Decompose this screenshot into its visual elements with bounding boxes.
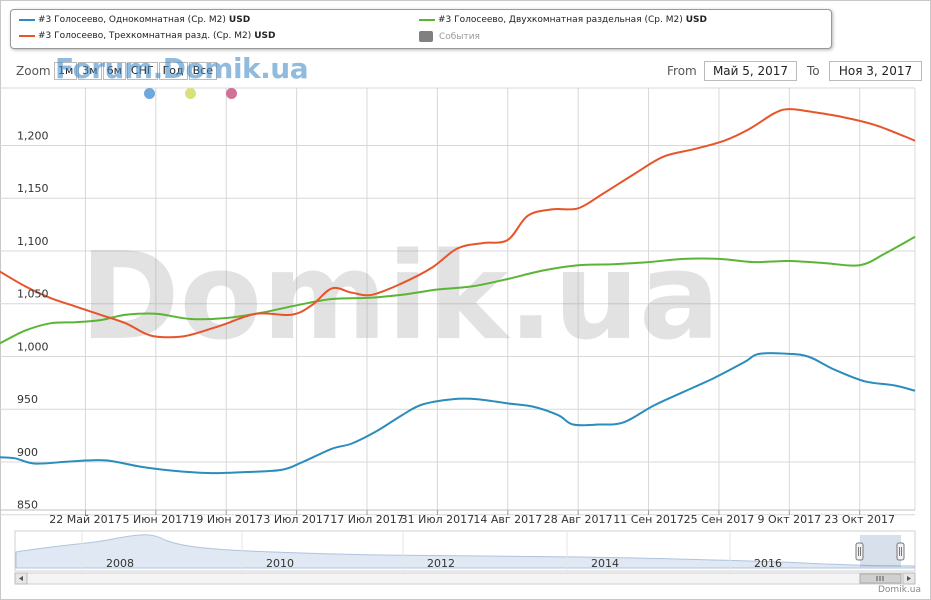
navigator-year-label: 2016 xyxy=(754,557,782,570)
event-marker-pink[interactable] xyxy=(226,88,237,99)
zoom-1m-button[interactable]: 1м xyxy=(54,62,78,80)
series-line-three-room[interactable] xyxy=(0,108,916,339)
y-tick-label: 1,150 xyxy=(17,182,49,195)
x-tick-label: 5 Июн 2017 xyxy=(123,513,190,526)
range-to-input[interactable]: Ноя 3, 2017 xyxy=(829,61,922,81)
navigator-year-label: 2008 xyxy=(106,557,134,570)
x-tick-label: 28 Авг 2017 xyxy=(544,513,613,526)
x-tick-label: 23 Окт 2017 xyxy=(824,513,895,526)
navigator-selection[interactable] xyxy=(860,535,901,567)
y-tick-label: 950 xyxy=(17,393,38,406)
scrollbar-track xyxy=(14,572,916,585)
legend-unit: USD xyxy=(685,15,707,25)
y-tick-label: 1,200 xyxy=(17,129,49,142)
zoom-6m-button[interactable]: 6м xyxy=(102,62,126,80)
x-tick-label: 9 Окт 2017 xyxy=(757,513,821,526)
x-tick-label: 3 Июл 2017 xyxy=(263,513,330,526)
series-line-two-room[interactable] xyxy=(0,235,916,345)
x-axis-labels: 22 Май 2017 5 Июн 2017 19 Июн 2017 3 Июл 20… xyxy=(49,513,895,526)
x-tick-label: 14 Авг 2017 xyxy=(473,513,542,526)
x-tick-label: 17 Июл 2017 xyxy=(330,513,404,526)
zoom-year-button[interactable]: Год xyxy=(158,62,188,80)
x-tick-label: 31 Июл 2017 xyxy=(401,513,475,526)
zoom-ytd-button[interactable]: СНГ xyxy=(126,62,158,80)
legend-item-one-room[interactable]: #3 Голосеево, Однокомнатная (Ср. М2) USD xyxy=(19,15,250,25)
legend-label: #3 Голосеево, Однокомнатная (Ср. М2) xyxy=(38,15,226,25)
range-to-label: To xyxy=(807,64,820,78)
chart-legend: #3 Голосеево, Однокомнатная (Ср. М2) USD… xyxy=(10,9,832,49)
zoom-buttons: 1м 3м 6м СНГ Год Все xyxy=(54,62,218,80)
range-from-label: From xyxy=(667,64,697,78)
zoom-all-button[interactable]: Все xyxy=(188,62,217,80)
y-tick-label: 1,100 xyxy=(17,235,49,248)
legend-item-three-room[interactable]: #3 Голосеево, Трехкомнатная разд. (Ср. М… xyxy=(19,31,276,41)
legend-item-two-room[interactable]: #3 Голосеево, Двухкомнатная раздельная (… xyxy=(419,15,707,25)
y-tick-label: 900 xyxy=(17,446,38,459)
arrow-right-icon xyxy=(907,576,911,581)
zoom-label: Zoom xyxy=(16,64,51,78)
legend-swatch-icon xyxy=(19,35,35,37)
navigator-series-area xyxy=(15,534,915,569)
y-tick-label: 1,000 xyxy=(17,340,49,353)
legend-swatch-icon xyxy=(19,19,35,21)
legend-label: События xyxy=(439,31,480,42)
navigator[interactable]: 2008 2010 2012 2014 2016 xyxy=(14,530,916,572)
legend-label: #3 Голосеево, Трехкомнатная разд. (Ср. М… xyxy=(38,31,252,41)
series-line-one-room[interactable] xyxy=(0,352,916,475)
x-tick-label: 19 Июн 2017 xyxy=(189,513,263,526)
x-tick-label: 22 Май 2017 xyxy=(49,513,121,526)
x-tick-label: 25 Сен 2017 xyxy=(684,513,755,526)
watermark-main: Domik.ua xyxy=(80,228,720,367)
navigator-right-handle[interactable] xyxy=(896,542,905,561)
navigator-year-label: 2014 xyxy=(591,557,619,570)
event-marker-yellow[interactable] xyxy=(185,88,196,99)
navigator-year-label: 2010 xyxy=(266,557,294,570)
arrow-left-icon xyxy=(19,576,23,581)
x-tick-label: 11 Сен 2017 xyxy=(613,513,684,526)
event-marker-blue[interactable] xyxy=(144,88,155,99)
y-tick-label: 850 xyxy=(17,499,38,512)
legend-label: #3 Голосеево, Двухкомнатная раздельная (… xyxy=(438,15,683,25)
scrollbar[interactable] xyxy=(14,572,916,585)
legend-unit: USD xyxy=(228,15,251,25)
series-layer xyxy=(0,108,916,475)
legend-box-icon xyxy=(419,31,433,42)
y-tick-label: 1,050 xyxy=(17,288,49,301)
legend-item-events[interactable]: События xyxy=(419,31,480,42)
legend-unit: USD xyxy=(254,31,276,41)
navigator-left-handle[interactable] xyxy=(855,542,864,561)
range-from-input[interactable]: Май 5, 2017 xyxy=(704,61,797,81)
y-axis-labels: 850 900 950 1,000 1,050 1,100 1,150 1,200 xyxy=(17,129,49,511)
zoom-3m-button[interactable]: 3м xyxy=(78,62,102,80)
grid-layer xyxy=(0,87,916,516)
navigator-year-label: 2012 xyxy=(427,557,455,570)
credit-link[interactable]: Domik.ua xyxy=(878,585,921,595)
navigator-year-labels: 2008 2010 2012 2014 2016 xyxy=(81,531,782,571)
legend-swatch-icon xyxy=(419,19,435,21)
